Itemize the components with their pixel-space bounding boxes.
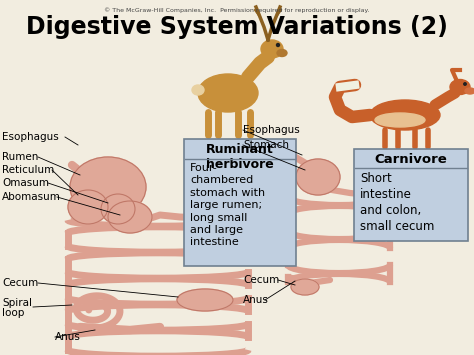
Text: Short
intestine
and colon,
small cecum: Short intestine and colon, small cecum (360, 172, 434, 233)
Text: Esophagus: Esophagus (2, 132, 59, 142)
Ellipse shape (370, 100, 440, 130)
Ellipse shape (108, 201, 152, 233)
Text: Rumen: Rumen (2, 152, 38, 162)
Ellipse shape (296, 159, 340, 195)
Text: Ruminant
herbivore: Ruminant herbivore (206, 143, 274, 171)
Text: loop: loop (2, 308, 24, 318)
Text: Esophagus: Esophagus (243, 125, 300, 135)
Text: Reticulum: Reticulum (2, 165, 54, 175)
Ellipse shape (291, 279, 319, 295)
Text: Anus: Anus (55, 332, 81, 342)
Ellipse shape (277, 49, 287, 56)
FancyBboxPatch shape (354, 149, 468, 241)
Ellipse shape (101, 194, 135, 224)
Ellipse shape (177, 289, 233, 311)
Ellipse shape (276, 44, 280, 47)
Ellipse shape (261, 40, 283, 58)
Ellipse shape (198, 74, 258, 112)
Text: Cecum: Cecum (2, 278, 38, 288)
Text: Abomasum: Abomasum (2, 192, 61, 202)
Text: Stomach: Stomach (243, 140, 289, 150)
Ellipse shape (68, 190, 108, 224)
Ellipse shape (192, 85, 204, 95)
Text: Omasum: Omasum (2, 178, 49, 188)
Text: Anus: Anus (243, 295, 269, 305)
Ellipse shape (464, 83, 466, 85)
Text: Cecum: Cecum (243, 275, 279, 285)
Ellipse shape (375, 113, 425, 127)
Ellipse shape (465, 88, 474, 94)
Text: © The McGraw-Hill Companies, Inc.  Permission required for reproduction or displ: © The McGraw-Hill Companies, Inc. Permis… (104, 7, 370, 13)
Text: Spiral: Spiral (2, 298, 32, 308)
Text: Digestive System Variations (2): Digestive System Variations (2) (26, 15, 448, 39)
Text: Four-
chambered
stomach with
large rumen;
long small
and large
intestine: Four- chambered stomach with large rumen… (190, 163, 265, 247)
Ellipse shape (70, 157, 146, 217)
FancyBboxPatch shape (184, 139, 296, 266)
Text: Carnivore: Carnivore (374, 153, 447, 166)
Ellipse shape (450, 80, 470, 94)
